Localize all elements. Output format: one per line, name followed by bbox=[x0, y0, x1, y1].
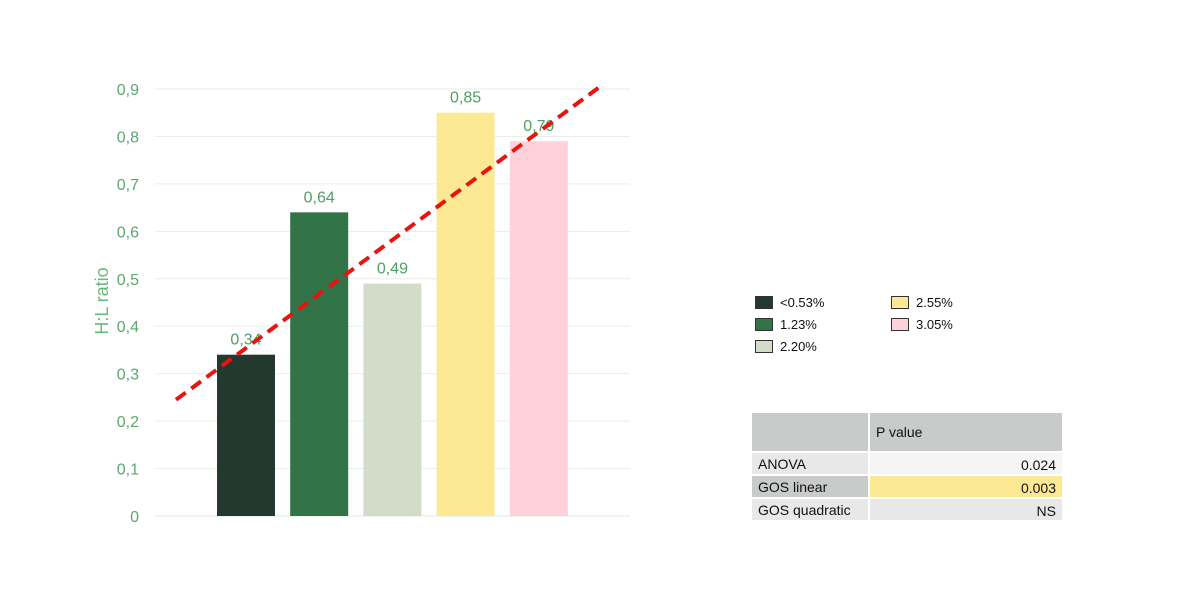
table-row: GOS linear 0.003 bbox=[752, 474, 1062, 497]
legend-swatch bbox=[755, 318, 773, 331]
bars bbox=[217, 112, 568, 516]
p-value-table: P value ANOVA 0.024 GOS linear 0.003 GOS… bbox=[752, 413, 1062, 520]
data-labels: 0,340,640,490,850,79 bbox=[230, 90, 554, 349]
bar-1 bbox=[217, 354, 275, 516]
legend-swatch bbox=[755, 296, 773, 309]
bar-5 bbox=[509, 141, 568, 516]
trendline bbox=[174, 85, 602, 402]
bar-chart: 00,10,20,30,40,50,60,70,80,9 0,340,640,4… bbox=[92, 82, 630, 526]
y-tick-label: 0,8 bbox=[117, 129, 139, 146]
legend-item-4: 2.55% bbox=[891, 295, 953, 310]
legend-item-1: <0.53% bbox=[755, 295, 824, 310]
y-tick-label: 0,6 bbox=[117, 224, 139, 241]
y-tick-label: 0,1 bbox=[117, 462, 139, 479]
row-value-gos-linear: 0.003 bbox=[870, 474, 1062, 497]
y-tick-label: 0,3 bbox=[117, 367, 139, 384]
legend-swatch bbox=[755, 340, 773, 353]
row-value-anova: 0.024 bbox=[870, 451, 1062, 474]
y-tick-label: 0,9 bbox=[117, 82, 139, 99]
row-label-gos-quadratic: GOS quadratic bbox=[752, 497, 870, 520]
y-axis-ticks: 0 0,1 0,2 0,3 0,4 0,5 0,6 0,7 0,8 0,9 bbox=[117, 82, 139, 526]
y-axis-label: H:L ratio bbox=[92, 267, 112, 334]
table-row: GOS quadratic NS bbox=[752, 497, 1062, 520]
legend-swatch bbox=[891, 296, 909, 309]
table-header-p-value: P value bbox=[870, 413, 1062, 451]
legend: <0.53% 1.23% 2.20% 2.55% 3.05% bbox=[755, 295, 1015, 365]
legend-swatch bbox=[891, 318, 909, 331]
legend-item-2: 1.23% bbox=[755, 317, 817, 332]
y-tick-label: 0,2 bbox=[117, 414, 139, 431]
bar-4 bbox=[436, 112, 495, 516]
data-label-3: 0,49 bbox=[377, 261, 408, 278]
y-tick-label: 0,7 bbox=[117, 177, 139, 194]
legend-label: 2.20% bbox=[780, 339, 817, 354]
bar-3 bbox=[363, 283, 422, 516]
legend-item-5: 3.05% bbox=[891, 317, 953, 332]
legend-label: 2.55% bbox=[916, 295, 953, 310]
bar-2 bbox=[290, 212, 349, 516]
table-row: ANOVA 0.024 bbox=[752, 451, 1062, 474]
table-header-row: P value bbox=[752, 413, 1062, 451]
y-tick-label: 0,4 bbox=[117, 319, 139, 336]
y-tick-label: 0,5 bbox=[117, 272, 139, 289]
legend-item-3: 2.20% bbox=[755, 339, 817, 354]
data-label-4: 0,85 bbox=[450, 90, 481, 107]
row-label-anova: ANOVA bbox=[752, 451, 870, 474]
row-value-gos-quadratic: NS bbox=[870, 497, 1062, 520]
legend-label: 3.05% bbox=[916, 317, 953, 332]
data-label-5: 0,79 bbox=[523, 118, 554, 135]
legend-label: <0.53% bbox=[780, 295, 825, 310]
table-header-blank bbox=[752, 413, 870, 451]
data-label-2: 0,64 bbox=[304, 189, 335, 206]
y-tick-label: 0 bbox=[130, 509, 139, 526]
row-label-gos-linear: GOS linear bbox=[752, 474, 870, 497]
legend-label: 1.23% bbox=[780, 317, 817, 332]
